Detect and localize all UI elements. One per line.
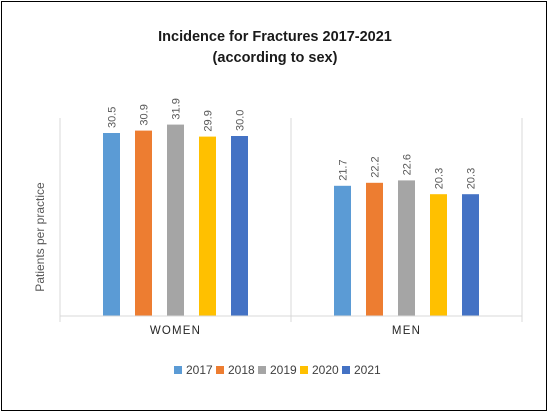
data-label-men-2021: 20.3 (466, 168, 478, 189)
bar-women-2017 (103, 133, 120, 316)
legend-swatch-2020 (300, 366, 308, 374)
legend-swatch-2018 (216, 366, 224, 374)
y-axis-label: Patients per practice (33, 182, 47, 292)
data-label-men-2020: 20.3 (434, 168, 446, 189)
data-label-women-2017: 30.5 (107, 107, 119, 128)
bar-women-2019 (167, 124, 184, 316)
data-label-men-2018: 22.2 (370, 156, 382, 177)
legend-swatch-2019 (258, 366, 266, 374)
data-label-women-2019: 31.9 (171, 98, 183, 119)
bar-men-2017 (334, 185, 351, 316)
legend-label-2021: 2021 (354, 363, 381, 377)
category-label-men: MEN (392, 325, 421, 337)
legend-label-2019: 2019 (270, 363, 297, 377)
bar-men-2019 (398, 180, 415, 316)
plot-area: 30.5 30.9 31.9 29.9 30.0 WOMEN 21.7 22.2 22.6 20.… (59, 98, 523, 337)
bar-women-2020 (199, 136, 216, 316)
legend-label-2018: 2018 (228, 363, 255, 377)
bar-women-2018 (135, 130, 152, 316)
data-label-men-2017: 21.7 (338, 159, 350, 180)
bar-women-2021 (231, 136, 248, 316)
legend-swatch-2017 (174, 366, 182, 374)
category-label-women: WOMEN (150, 325, 201, 337)
legend-label-2020: 2020 (312, 363, 339, 377)
data-label-men-2019: 22.6 (402, 154, 414, 175)
legend-swatch-2021 (342, 366, 350, 374)
legend: 2017 2018 2019 2020 2021 (174, 363, 381, 377)
data-label-women-2020: 29.9 (203, 110, 215, 131)
bar-men-2021 (462, 194, 479, 316)
data-label-women-2018: 30.9 (139, 104, 151, 125)
chart-title-line-1: Incidence for Fractures 2017-2021 (158, 29, 392, 45)
bar-men-2018 (366, 182, 383, 316)
legend-label-2017: 2017 (186, 363, 213, 377)
chart-title-line-2: (according to sex) (213, 50, 338, 66)
data-label-women-2021: 30.0 (235, 110, 247, 131)
bar-men-2020 (430, 194, 447, 316)
